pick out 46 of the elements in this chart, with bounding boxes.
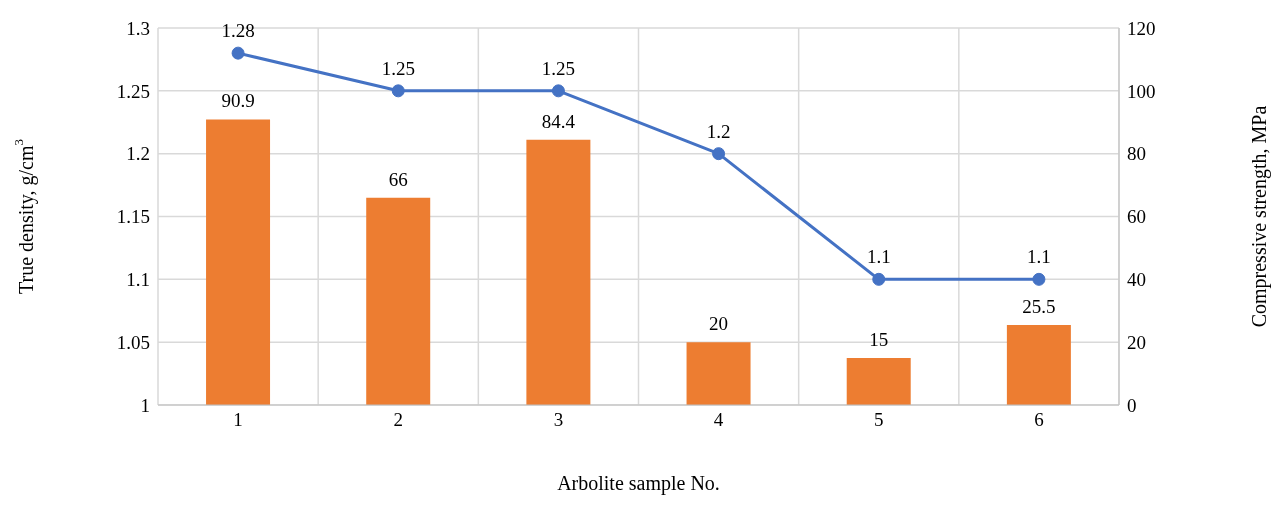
x-tick-label: 6: [1034, 409, 1044, 431]
x-tick-label: 2: [393, 409, 403, 431]
x-axis-title: Arbolite sample No.: [557, 471, 720, 495]
point: [391, 84, 405, 98]
bar: [686, 342, 751, 405]
y2-tick-label: 40: [1127, 269, 1146, 291]
point: [231, 46, 245, 60]
y2-tick-label: 80: [1127, 143, 1146, 165]
y2-tick-label: 20: [1127, 331, 1146, 353]
point: [712, 147, 726, 161]
data-label: 66: [388, 168, 408, 190]
data-label: 84.4: [541, 110, 576, 132]
data-label: 20: [709, 313, 729, 335]
y-tick-label: 1.3: [126, 17, 150, 39]
x-tick-label: 4: [713, 409, 724, 431]
point: [1032, 272, 1046, 286]
y-tick-label: 1.15: [116, 206, 150, 228]
point: [551, 84, 565, 98]
bar: [366, 197, 431, 405]
point: [872, 272, 886, 286]
y2-tick-label: 0: [1127, 394, 1137, 416]
y2-tick-label: 60: [1127, 206, 1146, 228]
bar: [846, 357, 911, 405]
y2-axis-title: Compressive strength, MPa: [1247, 105, 1271, 328]
bar: [526, 139, 591, 405]
x-tick-label: 3: [553, 409, 564, 431]
y-tick-label: 1: [140, 394, 150, 416]
data-label: 15: [869, 328, 889, 350]
data-label: 90.9: [221, 90, 255, 112]
data-label: 1.28: [221, 20, 255, 42]
data-label: 1.25: [541, 57, 576, 79]
data-label: 1.25: [381, 57, 415, 79]
data-label: 1.1: [866, 246, 891, 268]
x-tick-label: 1: [233, 409, 243, 431]
y-tick-label: 1.25: [116, 80, 150, 102]
y2-tick-label: 120: [1127, 17, 1156, 39]
data-label: 1.1: [1027, 246, 1051, 268]
bar: [206, 119, 271, 405]
y2-tick-label: 100: [1127, 80, 1156, 102]
data-label: 1.2: [706, 120, 731, 142]
y-tick-label: 1.05: [116, 331, 150, 353]
y-tick-label: 1.2: [126, 143, 150, 165]
data-label: 25.5: [1022, 295, 1056, 317]
y-tick-label: 1.1: [126, 269, 150, 291]
x-tick-label: 5: [874, 409, 884, 431]
bar: [1006, 324, 1071, 405]
